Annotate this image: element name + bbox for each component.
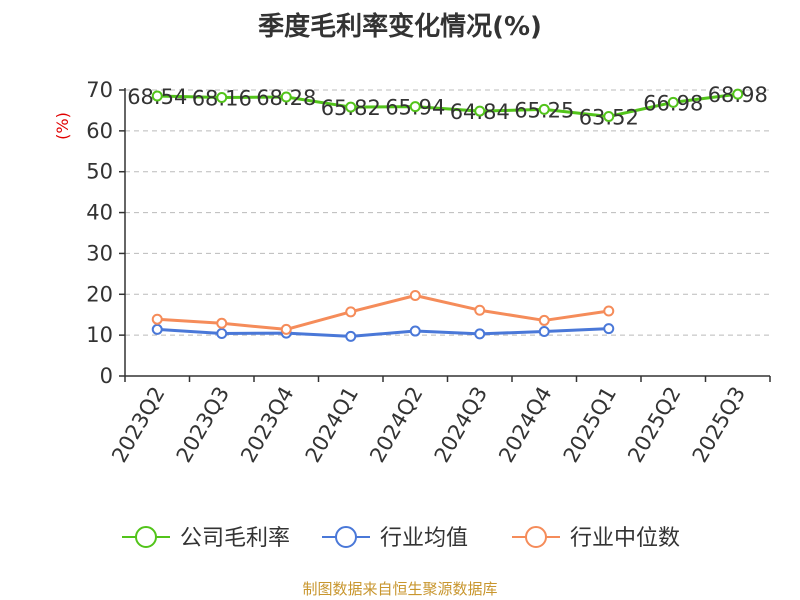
x-tick-label: 2025Q3 (688, 383, 750, 467)
x-tick-label: 2024Q3 (430, 383, 492, 467)
series-point-0 (603, 110, 615, 122)
series-point-1 (538, 325, 550, 337)
legend: 公司毛利率 行业均值 行业中位数 (122, 526, 680, 551)
series-point-2 (474, 304, 486, 316)
series-point-0 (280, 91, 292, 103)
data-label: 65.94 (385, 96, 445, 120)
series-point-0 (409, 101, 421, 113)
chart-title: 季度毛利率变化情况(%) (258, 11, 542, 42)
series-point-1 (151, 323, 163, 335)
series-point-2 (151, 313, 163, 325)
series-point-0 (732, 88, 744, 100)
legend-label-1: 行业均值 (380, 526, 468, 551)
series-point-1 (345, 330, 357, 342)
legend-marker-0 (135, 526, 157, 548)
x-tick-label: 2024Q1 (301, 383, 363, 467)
x-tick-label: 2024Q2 (365, 383, 427, 467)
series-point-1 (474, 328, 486, 340)
y-tick-label: 50 (86, 160, 113, 184)
series-point-2 (603, 305, 615, 317)
data-label: 64.84 (450, 100, 510, 124)
data-label: 66.98 (643, 91, 703, 115)
legend-label-2: 行业中位数 (570, 526, 680, 551)
y-tick-label: 0 (100, 364, 113, 388)
y-tick-label: 40 (86, 201, 113, 225)
series-point-2 (345, 306, 357, 318)
series-line-0 (157, 92, 738, 118)
data-label: 65.82 (321, 96, 381, 120)
x-tick-label: 2023Q2 (107, 383, 169, 467)
y-tick-label: 60 (86, 119, 113, 143)
x-tick-label: 2025Q2 (623, 383, 685, 467)
series-point-0 (216, 92, 228, 104)
series-line-1 (157, 327, 609, 338)
x-tick-label: 2023Q3 (172, 383, 234, 467)
series-point-0 (538, 103, 550, 115)
data-labels: 68.54 68.16 68.28 65.82 65.94 64.84 65.25 63.52… (127, 83, 768, 129)
data-label: 68.54 (127, 85, 187, 109)
series-point-1 (603, 323, 615, 335)
series-point-0 (667, 96, 679, 108)
series-line-2 (157, 294, 609, 331)
data-label: 63.52 (579, 105, 639, 129)
legend-marker-2 (525, 526, 547, 548)
series-layer (151, 88, 744, 342)
x-tick-label: 2023Q4 (236, 383, 298, 467)
legend-marker-1 (335, 526, 357, 548)
series-point-0 (151, 90, 163, 102)
data-label: 68.16 (192, 87, 252, 111)
y-tick-label: 20 (86, 282, 113, 306)
y-tick-label: 70 (86, 78, 113, 102)
series-point-0 (345, 101, 357, 113)
series-point-2 (216, 317, 228, 329)
series-point-0 (474, 105, 486, 117)
data-label: 65.25 (514, 98, 574, 122)
series-point-1 (216, 328, 228, 340)
series-point-2 (409, 290, 421, 302)
y-axis-label: (%) (53, 112, 72, 140)
series-point-2 (280, 323, 292, 335)
legend-label-0: 公司毛利率 (180, 526, 290, 551)
grid-lines (125, 89, 770, 336)
data-label: 68.98 (708, 83, 768, 107)
series-point-2 (538, 314, 550, 326)
x-tick-label: 2024Q4 (494, 383, 556, 467)
source-note: 制图数据来自恒生聚源数据库 (302, 580, 497, 598)
x-tick-label: 2025Q1 (559, 383, 621, 467)
y-tick-label: 30 (86, 241, 113, 265)
data-label: 68.28 (256, 86, 316, 110)
y-tick-label: 10 (86, 323, 113, 347)
series-point-1 (409, 325, 421, 337)
